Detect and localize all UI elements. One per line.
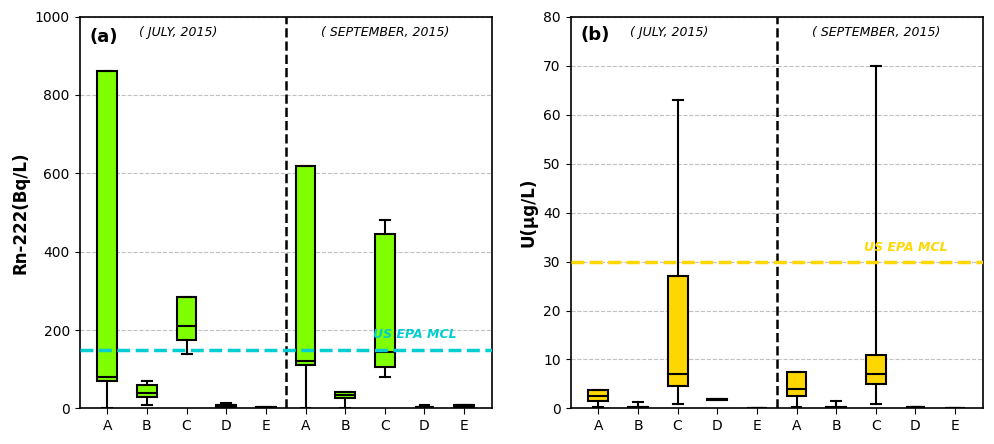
PathPatch shape bbox=[454, 405, 474, 407]
Text: (b): (b) bbox=[580, 26, 610, 44]
PathPatch shape bbox=[335, 392, 355, 397]
PathPatch shape bbox=[708, 399, 728, 400]
Text: US EPA MCL: US EPA MCL bbox=[864, 241, 947, 254]
PathPatch shape bbox=[137, 385, 157, 397]
PathPatch shape bbox=[217, 405, 237, 407]
Text: US EPA MCL: US EPA MCL bbox=[373, 328, 456, 341]
Text: ( JULY, 2015): ( JULY, 2015) bbox=[630, 26, 709, 40]
PathPatch shape bbox=[786, 372, 806, 396]
PathPatch shape bbox=[906, 407, 925, 408]
PathPatch shape bbox=[628, 407, 648, 408]
PathPatch shape bbox=[826, 407, 846, 408]
PathPatch shape bbox=[177, 297, 197, 340]
PathPatch shape bbox=[295, 166, 315, 365]
Text: ( JULY, 2015): ( JULY, 2015) bbox=[139, 26, 218, 40]
PathPatch shape bbox=[866, 355, 886, 384]
Text: (a): (a) bbox=[89, 28, 118, 46]
PathPatch shape bbox=[588, 390, 608, 401]
Text: ( SEPTEMBER, 2015): ( SEPTEMBER, 2015) bbox=[812, 26, 940, 40]
Y-axis label: Rn-222(Bq/L): Rn-222(Bq/L) bbox=[11, 151, 29, 274]
PathPatch shape bbox=[375, 234, 395, 367]
PathPatch shape bbox=[668, 276, 688, 386]
PathPatch shape bbox=[97, 71, 117, 381]
Text: ( SEPTEMBER, 2015): ( SEPTEMBER, 2015) bbox=[321, 26, 449, 40]
Y-axis label: U(μg/L): U(μg/L) bbox=[520, 178, 538, 247]
